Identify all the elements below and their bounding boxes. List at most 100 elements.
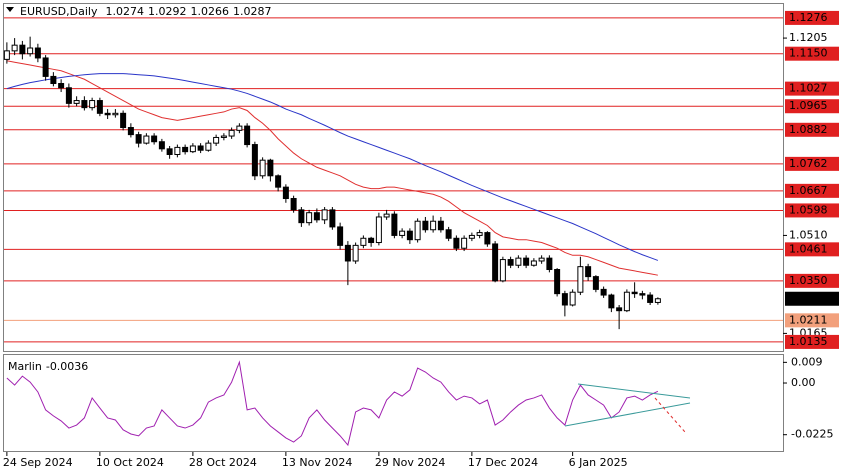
- candle-body: [151, 135, 158, 143]
- y-tick-label: 0.00: [791, 376, 816, 389]
- annotations: [564, 383, 691, 433]
- candle-body: [499, 259, 506, 282]
- candle-body: [530, 260, 537, 266]
- level-tag: [785, 99, 839, 114]
- candle-body: [561, 293, 568, 306]
- x-tick-label: 6 Jan 2025: [569, 456, 628, 469]
- candle-body: [275, 175, 282, 188]
- collapse-icon[interactable]: [6, 7, 14, 12]
- candle-body: [484, 232, 491, 245]
- trend-line[interactable]: [564, 402, 691, 427]
- candle-body: [631, 291, 638, 295]
- level-tag: [785, 334, 839, 349]
- candle-body: [34, 47, 41, 59]
- forecast-line[interactable]: [654, 397, 686, 433]
- level-tag: [785, 46, 839, 61]
- y-tick-label: 1.0510: [789, 228, 828, 241]
- candle-body: [158, 141, 165, 150]
- candle-body: [306, 212, 313, 224]
- main-panel: [3, 3, 784, 352]
- trend-line[interactable]: [577, 383, 691, 399]
- candle-body: [647, 294, 654, 303]
- x-tick-label: 24 Sep 2024: [3, 456, 73, 469]
- candle-body: [414, 220, 421, 241]
- candle-body: [437, 220, 444, 231]
- x-tick-label: 28 Oct 2024: [189, 456, 257, 469]
- level-tag: [785, 183, 839, 198]
- candle-body: [50, 75, 57, 85]
- level-tag: [785, 273, 839, 288]
- indicator-value: -0.0036: [46, 360, 88, 373]
- candle-body: [639, 293, 646, 296]
- last-price-label: 1.0287: [789, 292, 828, 305]
- candle-body: [468, 234, 475, 239]
- level-tag: [785, 122, 839, 137]
- level-label: 1.0135: [789, 335, 828, 348]
- candle-body: [554, 269, 561, 295]
- candle-body: [182, 146, 189, 153]
- candle-body: [507, 259, 514, 266]
- candle-body: [368, 237, 375, 244]
- candle-body: [197, 145, 204, 151]
- candle-body: [42, 57, 49, 77]
- candle-body: [213, 136, 220, 144]
- candle-body: [577, 266, 584, 293]
- candle-body: [104, 112, 111, 116]
- candle-body: [337, 226, 344, 246]
- y-tick-label: 0.009: [791, 355, 823, 368]
- level-label: 1.1150: [789, 47, 828, 60]
- level-label: 1.0965: [789, 99, 828, 112]
- symbol: EURUSD,Daily: [20, 5, 98, 18]
- open-value: 1.0274: [105, 5, 144, 18]
- candle-body: [27, 47, 34, 55]
- candle-body: [251, 144, 258, 177]
- candle-body: [259, 159, 266, 177]
- candle-body: [546, 257, 553, 271]
- candle-body: [127, 127, 134, 136]
- level-tag: [785, 203, 839, 218]
- candle-body: [538, 257, 545, 262]
- candle-body: [492, 243, 499, 282]
- candle-body: [3, 50, 10, 60]
- candle-body: [445, 229, 452, 239]
- candle-body: [592, 276, 599, 290]
- candle-body: [166, 148, 173, 155]
- candle-body: [143, 135, 150, 144]
- moving-average: [6, 60, 658, 276]
- level-tag: [785, 10, 839, 25]
- candle-body: [89, 100, 96, 109]
- candle-body: [430, 220, 437, 231]
- candle-body: [313, 212, 320, 221]
- candle-body: [298, 209, 305, 224]
- candle-body: [282, 186, 289, 200]
- x-tick-label: 10 Oct 2024: [96, 456, 164, 469]
- candle-body: [476, 232, 483, 236]
- level-tag: [785, 313, 839, 328]
- y-tick-label: 1.1205: [789, 31, 828, 44]
- level-label: 1.1027: [789, 82, 828, 95]
- candle-body: [399, 230, 406, 236]
- indicator-name: Marlin: [8, 360, 42, 373]
- candle-body: [174, 146, 181, 155]
- candle-body: [461, 237, 468, 249]
- x-tick-label: 17 Dec 2024: [468, 456, 538, 469]
- y-tick-label: -0.0225: [791, 428, 833, 441]
- candle-body: [290, 198, 297, 211]
- x-tick-label: 13 Nov 2024: [282, 456, 352, 469]
- high-value: 1.0292: [148, 5, 187, 18]
- level-tag: [785, 242, 839, 257]
- candle-body: [81, 100, 88, 109]
- candle-body: [65, 87, 72, 104]
- candle-body: [236, 125, 243, 131]
- close-value: 1.0287: [233, 5, 272, 18]
- candle-body: [329, 209, 336, 228]
- candle-body: [267, 159, 274, 177]
- level-label: 1.0461: [789, 242, 828, 255]
- candle-body: [220, 135, 227, 138]
- level-tag: [785, 156, 839, 171]
- candle-body: [96, 100, 103, 114]
- candle-body: [600, 288, 607, 296]
- candle-body: [120, 112, 127, 129]
